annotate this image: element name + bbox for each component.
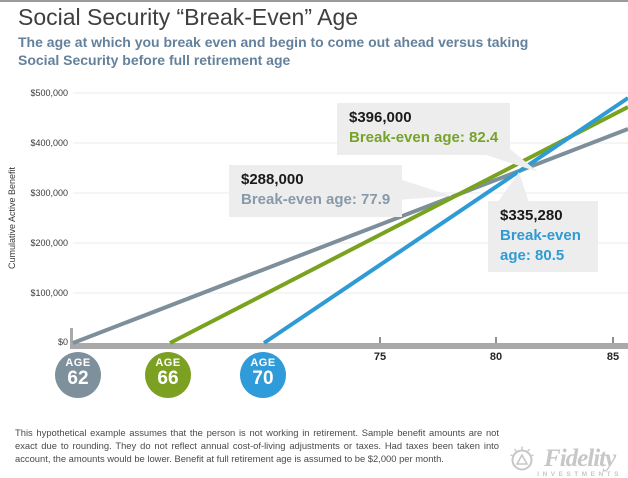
ytick-300k: $300,000: [30, 188, 68, 198]
ytick-400k: $400,000: [30, 138, 68, 148]
fidelity-logo: Fidelity INVESTMENTS: [509, 446, 622, 478]
ytick-0: $0: [57, 337, 68, 347]
xtick-75: 75: [373, 351, 387, 363]
page-subtitle: The age at which you break even and begi…: [18, 34, 529, 69]
age-badge-66-label: AGE: [155, 357, 181, 369]
x-axis-ticks: [379, 337, 614, 343]
top-border: [0, 0, 628, 2]
ytick-100k: $100,000: [30, 288, 68, 298]
callout-break-even-82-4: $396,000 Break-even age: 82.4: [337, 103, 511, 155]
callout-break-even-77-9: $288,000 Break-even age: 77.9: [229, 165, 403, 217]
ytick-200k: $200,000: [30, 238, 68, 248]
ytick-500k: $500,000: [30, 88, 68, 98]
xtick-80: 80: [489, 351, 503, 363]
callout-amount: $288,000: [241, 171, 304, 188]
line-age-62: [72, 127, 628, 345]
age-badge-70: AGE 70: [240, 352, 286, 398]
age-badge-70-label: AGE: [250, 357, 276, 369]
callout-label: Break-even age: 82.4: [349, 128, 499, 146]
callout-label: Break-even age: 80.5: [500, 226, 581, 264]
fidelity-logo-name: Fidelity: [544, 445, 616, 472]
age-badge-62-value: 62: [67, 368, 89, 390]
callout-amount: $396,000: [349, 109, 412, 126]
xtick-85: 85: [606, 351, 620, 363]
callout-break-even-80-5: $335,280 Break-even age: 80.5: [488, 201, 598, 273]
page-title: Social Security “Break-Even” Age: [18, 4, 359, 30]
y-axis-title: Cumulative Active Benefit: [7, 166, 17, 270]
callout-label: Break-even age: 77.9: [241, 190, 391, 208]
callout-pointers: [396, 149, 538, 203]
age-badge-70-value: 70: [252, 368, 274, 390]
line-age-66: [169, 105, 628, 345]
age-badge-66-value: 66: [157, 368, 179, 390]
disclaimer-text: This hypothetical example assumes that t…: [15, 427, 499, 465]
x-axis-bar: [70, 343, 628, 349]
age-badge-62: AGE 62: [55, 352, 101, 398]
fidelity-logo-text: Fidelity INVESTMENTS: [537, 446, 622, 478]
y-axis-notch: [70, 328, 73, 345]
callout-amount: $335,280: [500, 207, 563, 224]
age-badge-66: AGE 66: [145, 352, 191, 398]
fidelity-pyramid-icon: [510, 446, 534, 471]
age-badge-62-label: AGE: [65, 357, 91, 369]
line-age-70: [262, 96, 628, 345]
